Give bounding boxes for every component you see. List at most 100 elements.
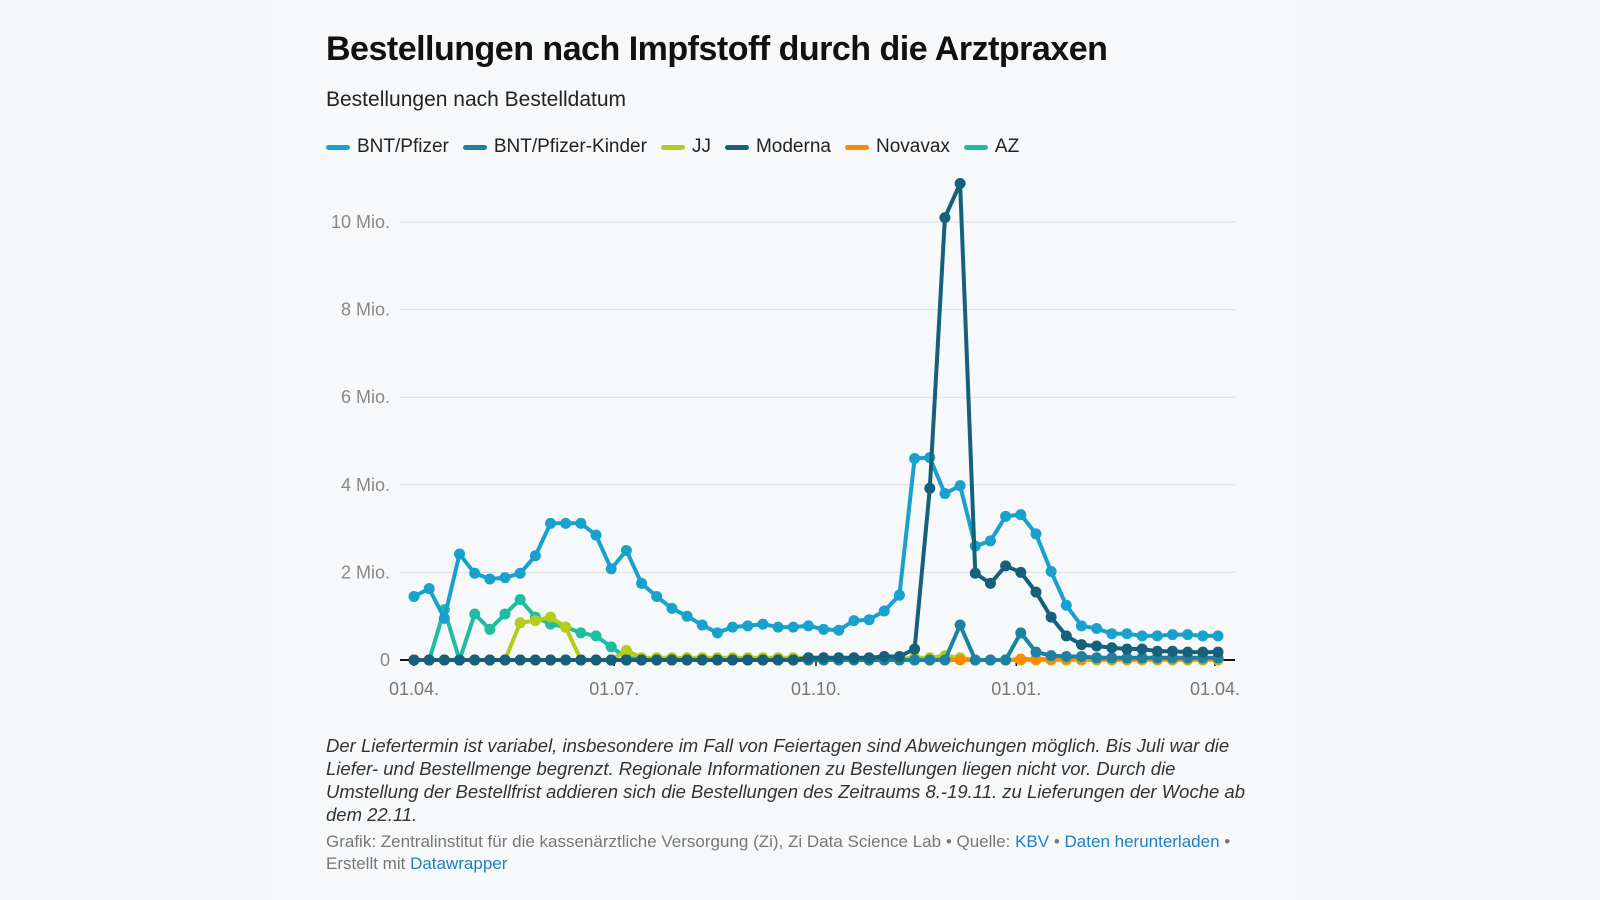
data-point [939, 488, 951, 500]
data-point [469, 654, 481, 666]
datawrapper-link[interactable]: Datawrapper [410, 854, 508, 873]
data-point [1182, 646, 1194, 658]
legend: BNT/Pfizer BNT/Pfizer-Kinder JJ Moderna Nova… [326, 136, 1019, 158]
chart-notes: Der Liefertermin ist variabel, insbesond… [326, 735, 1245, 825]
data-point [1000, 560, 1012, 572]
data-point [545, 654, 557, 666]
data-point [1015, 509, 1027, 521]
y-tick-label: 8 Mio. [341, 300, 390, 320]
y-tick-label: 6 Mio. [341, 387, 390, 407]
data-point [529, 550, 541, 562]
data-point [1136, 652, 1148, 664]
data-point [620, 654, 632, 666]
legend-swatch [660, 144, 685, 150]
data-point [984, 577, 996, 589]
data-point [545, 517, 557, 529]
data-point [757, 654, 769, 666]
data-point [620, 644, 632, 656]
data-point [666, 602, 678, 614]
data-point [1000, 510, 1012, 522]
x-tick-label: 01.01. [991, 679, 1041, 699]
x-tick-label: 01.04. [389, 679, 439, 699]
data-point [833, 652, 845, 664]
data-point [969, 567, 981, 579]
left-margin [0, 0, 270, 900]
source-text: Grafik: Zentralinstitut für die kassenär… [326, 832, 1016, 851]
data-point [560, 517, 572, 529]
data-point [1182, 629, 1194, 641]
data-point [742, 620, 754, 632]
data-point [984, 535, 996, 547]
data-point [636, 654, 648, 666]
x-tick-label: 01.10. [791, 679, 841, 699]
data-point [893, 650, 905, 662]
data-point [727, 654, 739, 666]
data-point [575, 654, 587, 666]
y-tick-label: 10 Mio. [331, 212, 390, 232]
data-point [575, 517, 587, 529]
data-point [833, 624, 845, 636]
data-point [1121, 628, 1133, 640]
data-point [681, 654, 693, 666]
data-point [909, 453, 921, 465]
legend-item: BNT/Pfizer-Kinder [462, 136, 647, 158]
data-point [742, 654, 754, 666]
data-point [1060, 650, 1072, 662]
data-point [924, 654, 936, 666]
data-point [954, 177, 966, 189]
data-point [529, 654, 541, 666]
data-point [1000, 654, 1012, 666]
legend-item: Novavax [844, 136, 950, 158]
data-point [1212, 630, 1224, 642]
data-point [1121, 643, 1133, 655]
data-point [1121, 652, 1133, 664]
data-point [605, 563, 617, 575]
series-line-moderna [414, 181, 1218, 662]
data-point [590, 529, 602, 541]
data-point [499, 654, 511, 666]
legend-label: Moderna [755, 136, 831, 157]
legend-item: JJ [660, 136, 711, 158]
data-point [499, 572, 511, 584]
data-point [863, 652, 875, 664]
data-point [514, 567, 526, 579]
data-point [939, 654, 951, 666]
legend-item: BNT/Pfizer [326, 136, 449, 158]
data-point [711, 627, 723, 639]
data-point [787, 654, 799, 666]
data-point [1060, 630, 1072, 642]
chart-title: Bestellungen nach Impfstoff durch die Ar… [326, 30, 1108, 68]
download-data-link[interactable]: Daten herunterladen [1064, 832, 1220, 851]
data-point [529, 615, 541, 627]
data-point [863, 614, 875, 626]
data-point [727, 621, 739, 633]
data-point [818, 652, 830, 664]
data-point [423, 583, 435, 595]
chart-card [270, 0, 1300, 900]
data-point [560, 621, 572, 633]
data-point [1091, 622, 1103, 634]
data-point [984, 654, 996, 666]
x-tick-label: 01.04. [1190, 679, 1240, 699]
data-point [1091, 652, 1103, 664]
data-point [560, 654, 572, 666]
data-point [408, 590, 420, 602]
data-point [696, 654, 708, 666]
chart-source: Grafik: Zentralinstitut für die kassenär… [326, 831, 1256, 875]
data-point [1106, 642, 1118, 654]
y-tick-label: 0 [380, 650, 390, 670]
data-point [1045, 566, 1057, 578]
data-point [1075, 650, 1087, 662]
data-point [545, 611, 557, 623]
data-point [878, 605, 890, 617]
data-point [802, 652, 814, 664]
data-point [878, 650, 890, 662]
data-point [1166, 645, 1178, 657]
chart-subtitle: Bestellungen nach Bestelldatum [326, 88, 627, 111]
data-point [954, 619, 966, 631]
created-with-text: • Erstellt mit [326, 832, 1231, 873]
data-point [484, 654, 496, 666]
legend-item: AZ [963, 136, 1019, 158]
line-chart: 0 2 Mio. 4 Mio. 6 Mio. 8 Mio. 10 Mio. 01.04. 01… [331, 177, 1240, 699]
kbv-link[interactable]: KBV [1015, 832, 1050, 851]
